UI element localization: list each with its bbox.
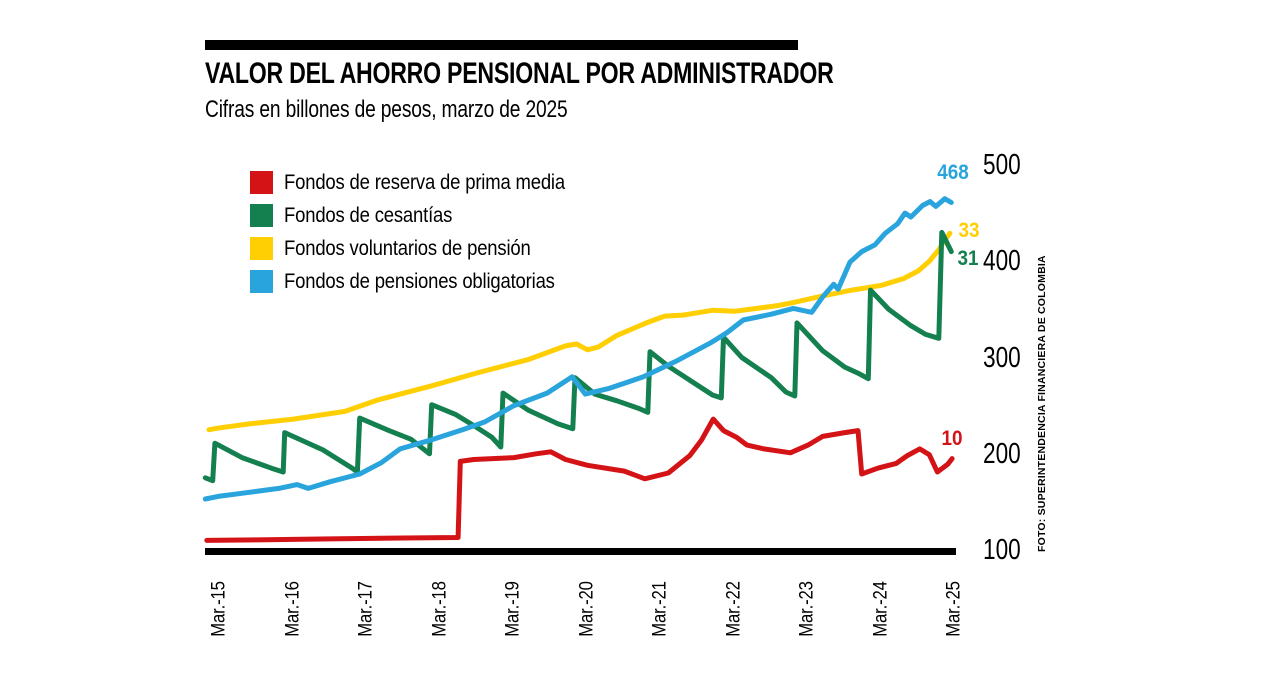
x-axis-label-text: Mar.-16 <box>282 581 304 637</box>
end-label-obligatorias: 468 <box>937 160 970 184</box>
series-line-reserva <box>204 416 955 543</box>
top-accent-bar <box>205 40 798 50</box>
end-label-reserva: 10 <box>941 426 963 450</box>
x-axis-label-2016: Mar.-16 <box>254 569 334 649</box>
legend-label-voluntarios: Fondos voluntarios de pensión <box>284 236 531 260</box>
x-axis-label-text: Mar.-23 <box>796 581 818 637</box>
x-axis-label-2018: Mar.-18 <box>401 569 481 649</box>
x-axis-label-text: Mar.-17 <box>355 581 377 637</box>
series-line-obligatorias <box>202 196 954 502</box>
x-axis-label-2020: Mar.-20 <box>548 569 628 649</box>
series-line-voluntarios <box>206 230 953 433</box>
x-axis-label-2023: Mar.-23 <box>768 569 848 649</box>
x-axis-label-2025: Mar.-25 <box>915 569 995 649</box>
x-axis-label-text: Mar.-18 <box>429 581 451 637</box>
x-axis-label-2017: Mar.-17 <box>327 569 407 649</box>
x-axis-label-text: Mar.-25 <box>943 581 965 637</box>
legend: Fondos de reserva de prima media Fondos d… <box>250 171 603 303</box>
legend-swatch-voluntarios <box>250 237 273 260</box>
end-label-voluntarios: 33 <box>958 219 980 243</box>
source-note: FOTO: SUPERINTENDENCIA FINANCIERA DE COL… <box>1036 255 1048 552</box>
x-axis-label-2024: Mar.-24 <box>842 569 922 649</box>
y-axis-label-400: 400 <box>983 245 1021 278</box>
legend-label-obligatorias: Fondos de pensiones obligatorias <box>284 269 555 293</box>
legend-item-voluntarios: Fondos voluntarios de pensión <box>250 237 603 260</box>
x-axis-label-2015: Mar.-15 <box>180 569 260 649</box>
x-axis-label-2022: Mar.-22 <box>695 569 775 649</box>
legend-item-reserva: Fondos de reserva de prima media <box>250 171 603 194</box>
y-axis-label-100: 100 <box>983 534 1021 566</box>
legend-label-cesantias: Fondos de cesantías <box>284 203 453 227</box>
end-label-cesantias: 31 <box>957 246 979 270</box>
chart-subtitle: Cifras en billones de pesos, marzo de 20… <box>205 96 568 123</box>
x-axis-label-text: Mar.-19 <box>502 581 524 637</box>
y-axis-label-300: 300 <box>983 341 1021 374</box>
series-line-cesantias <box>202 229 954 484</box>
y-axis-label-500: 500 <box>983 149 1021 181</box>
legend-item-obligatorias: Fondos de pensiones obligatorias <box>250 270 603 293</box>
x-axis-label-text: Mar.-22 <box>723 581 745 637</box>
chart-title: VALOR DEL AHORRO PENSIONAL POR ADMINISTR… <box>205 57 834 90</box>
legend-swatch-obligatorias <box>250 270 273 293</box>
x-axis-label-2021: Mar.-21 <box>621 569 701 649</box>
legend-swatch-reserva <box>250 171 273 194</box>
legend-swatch-cesantias <box>250 204 273 227</box>
x-axis-label-text: Mar.-21 <box>649 581 671 637</box>
x-axis-baseline-bar <box>205 548 956 555</box>
x-axis-label-text: Mar.-15 <box>208 581 230 637</box>
legend-item-cesantias: Fondos de cesantías <box>250 204 603 227</box>
x-axis-label-2019: Mar.-19 <box>474 569 554 649</box>
x-axis-label-text: Mar.-24 <box>870 581 892 637</box>
legend-label-reserva: Fondos de reserva de prima media <box>284 170 565 194</box>
y-axis-label-200: 200 <box>983 437 1021 470</box>
x-axis-label-text: Mar.-20 <box>576 581 598 637</box>
